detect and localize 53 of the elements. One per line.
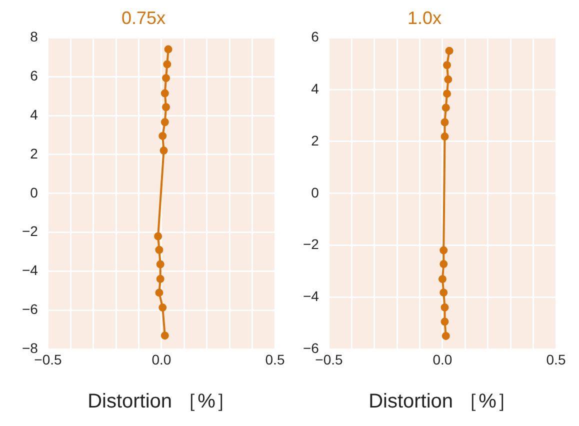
x-axis-title: Distortion ［%］	[88, 390, 236, 413]
x-tick-label: 0.0	[432, 351, 452, 368]
point	[440, 303, 449, 312]
x-axis-title: Distortion ［%］	[368, 390, 516, 413]
point	[164, 45, 172, 54]
point	[440, 118, 449, 126]
y-tick-label: −6	[302, 340, 320, 356]
point	[160, 118, 169, 126]
y-tick-label: −4	[302, 288, 320, 304]
point	[160, 332, 169, 340]
point	[155, 246, 164, 254]
point	[442, 104, 450, 112]
x-tick-label: 0.5	[265, 351, 285, 368]
x-tick-label: 0.5	[546, 351, 566, 368]
y-tick-label: −8	[22, 340, 38, 356]
point	[160, 89, 169, 98]
point	[440, 132, 449, 141]
point	[440, 246, 448, 254]
y-tick-label: 6	[311, 28, 320, 44]
point	[156, 260, 164, 268]
y-tick-label: 0	[30, 184, 38, 200]
point	[162, 103, 170, 112]
point	[440, 318, 449, 326]
point	[443, 61, 452, 70]
point	[160, 146, 168, 155]
point	[163, 60, 172, 68]
chart-title: 1.0x	[407, 8, 442, 28]
chart-title: 0.75x	[121, 8, 166, 28]
y-tick-label: 6	[30, 67, 38, 84]
y-tick-label: −4	[22, 262, 38, 278]
y-tick-label: 2	[311, 132, 320, 148]
y-tick-label: −6	[22, 301, 38, 318]
point	[156, 274, 164, 283]
y-tick-label: 0	[311, 184, 320, 200]
y-tick-label: 2	[30, 145, 38, 162]
point	[438, 275, 446, 284]
point	[158, 132, 167, 140]
point	[440, 260, 448, 268]
point	[443, 90, 452, 98]
y-tick-label: −2	[22, 223, 38, 240]
point	[155, 288, 164, 297]
y-tick-label: −2	[302, 236, 320, 252]
point	[442, 332, 450, 340]
x-tick-label: 0.0	[152, 351, 172, 368]
point	[154, 232, 162, 240]
y-tick-label: 4	[30, 106, 38, 122]
point	[444, 75, 452, 84]
point	[162, 74, 170, 82]
point	[158, 304, 167, 312]
point	[445, 46, 454, 55]
y-tick-label: 8	[30, 28, 38, 44]
point	[440, 288, 448, 297]
y-tick-label: 4	[311, 80, 320, 96]
